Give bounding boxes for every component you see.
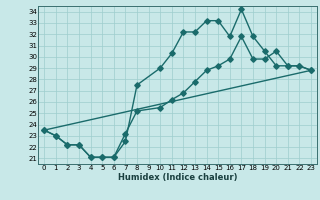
X-axis label: Humidex (Indice chaleur): Humidex (Indice chaleur) xyxy=(118,173,237,182)
